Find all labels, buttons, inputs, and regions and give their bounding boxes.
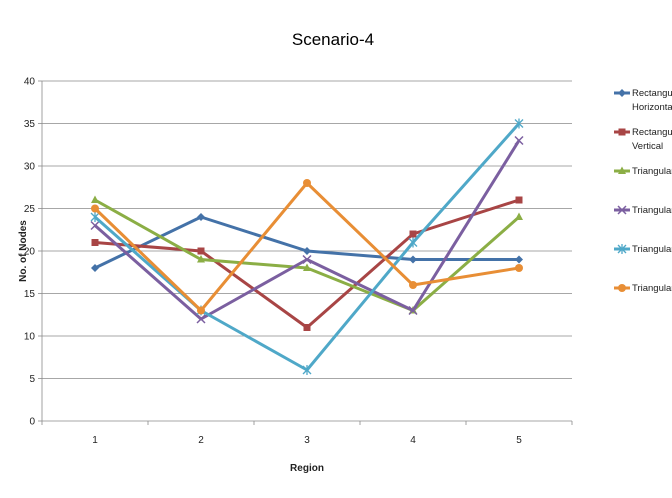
data-point [91, 204, 99, 213]
legend-label: Rectangular [632, 127, 672, 138]
legend-item-rectangular-vertical: Rectangular Vertical [614, 127, 672, 152]
data-point [197, 306, 205, 315]
legend-label: Horizontal [632, 102, 672, 113]
y-tick-label: 30 [24, 162, 36, 173]
series-triangular-c [90, 118, 524, 375]
y-tick-label: 25 [24, 204, 36, 215]
data-point [408, 237, 418, 248]
x-axis-label: Region [290, 463, 324, 474]
data-point [196, 314, 206, 324]
legend-item-triangular-a: Triangular A [614, 166, 672, 177]
gridlines [42, 80, 572, 379]
data-point [514, 135, 524, 146]
legend-marker [618, 284, 626, 292]
legend-label: Vertical [632, 141, 663, 152]
data-point [303, 247, 311, 255]
data-point [515, 212, 523, 220]
legend: Rectangular Horizontal Rectangular Vertical… [614, 88, 672, 294]
data-point [409, 255, 417, 264]
y-tick-label: 5 [29, 374, 35, 385]
data-point [303, 324, 311, 331]
data-point [197, 255, 205, 263]
data-point [515, 264, 523, 272]
legend-item-triangular-b: Triangular B [614, 205, 672, 216]
legend-item-triangular-d: Triangular D [614, 283, 672, 294]
legend-marker [618, 89, 626, 97]
legend-marker [617, 244, 627, 254]
data-point [91, 264, 99, 272]
x-tick-label: 2 [198, 435, 204, 446]
data-point [409, 230, 417, 238]
legend-marker [617, 205, 627, 215]
data-point [515, 196, 523, 204]
legend-label: Triangular B [632, 205, 672, 216]
data-point [408, 305, 418, 316]
series-lines [90, 118, 524, 375]
data-point [515, 255, 523, 264]
data-point [409, 281, 417, 289]
data-point [90, 212, 100, 222]
x-tick-label: 4 [410, 435, 416, 446]
legend-marker [618, 166, 626, 174]
data-point [91, 239, 99, 246]
legend-label: Rectangular [632, 88, 672, 99]
series-rectangular-vertical [91, 196, 523, 331]
legend-item-rectangular-horizontal: Rectangular Horizontal [614, 88, 672, 113]
series-line [94, 198, 520, 312]
y-tick-label: 10 [24, 332, 36, 343]
legend-item-triangular-c: Triangular C [614, 244, 672, 255]
data-point [90, 220, 100, 231]
x-tick-label: 1 [92, 435, 98, 446]
series-line [94, 139, 521, 321]
data-point [302, 365, 312, 375]
axes: 0 5 10 15 20 25 30 35 40 1 2 3 4 5 [24, 77, 573, 446]
legend-label: Triangular A [632, 166, 672, 177]
data-point [302, 254, 312, 265]
data-point [514, 118, 524, 129]
data-point [91, 195, 99, 203]
data-point [303, 179, 311, 187]
y-tick-label: 40 [24, 77, 36, 88]
x-tick-label: 3 [304, 435, 310, 446]
y-tick-label: 0 [29, 417, 35, 428]
x-tick-label: 5 [516, 435, 522, 446]
y-tick-label: 15 [24, 289, 36, 300]
y-axis-label: No. of Nodes [18, 220, 29, 282]
series-rectangular-horizontal [91, 213, 523, 272]
data-point [303, 263, 311, 271]
data-point [197, 247, 205, 255]
legend-label: Triangular C [632, 244, 672, 255]
legend-marker [618, 128, 626, 136]
y-tick-label: 35 [24, 119, 36, 130]
series-triangular-b [90, 135, 524, 324]
legend-label: Triangular D [632, 283, 672, 294]
chart-title: Scenario-4 [292, 30, 374, 49]
series-triangular-d [91, 179, 523, 315]
y-tick-label: 20 [24, 247, 36, 258]
data-point [197, 213, 205, 221]
